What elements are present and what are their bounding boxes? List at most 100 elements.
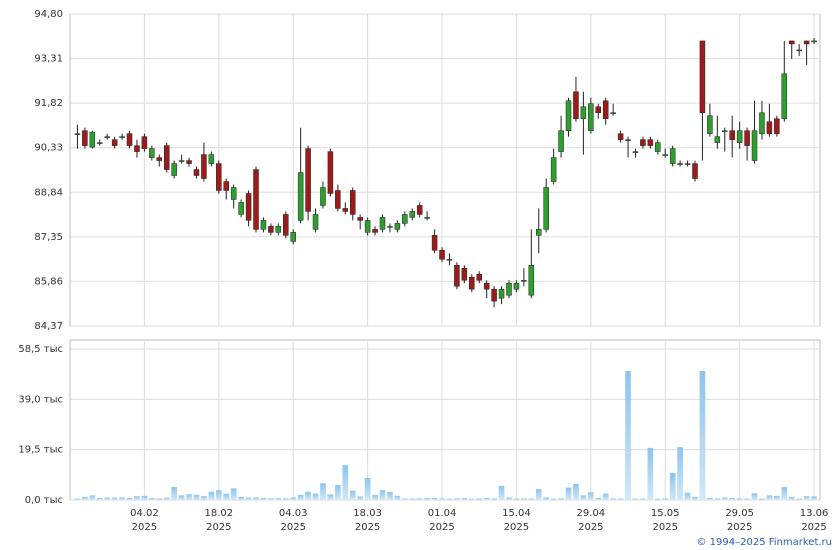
volume-bar-shade [580, 495, 587, 500]
x-tick-label: 13.06 [800, 508, 829, 519]
volume-bar-shade [684, 492, 691, 500]
volume-bar-shade [588, 492, 594, 500]
candle-body [446, 259, 453, 261]
candle-body [216, 163, 222, 191]
candle-body [580, 106, 587, 119]
y-tick-label: 85,86 [34, 276, 63, 287]
candle-body [253, 169, 259, 230]
volume-bar-shade [811, 496, 817, 500]
candle-body [610, 112, 616, 114]
candle-body [677, 163, 683, 165]
volume-bar-shade [692, 496, 698, 500]
plot: 84,37 85,86 87,35 88,84 90,33 91,82 93,31 94,80… [18, 9, 828, 533]
volume-bar-shade [662, 498, 669, 500]
candle-body [97, 142, 103, 144]
volume-bar-shade [506, 497, 512, 500]
x-tick-year: 2025 [504, 522, 529, 533]
volume-bar-shade [595, 497, 602, 500]
candle-body [521, 279, 527, 282]
candle-body [149, 148, 155, 158]
volume-bar-shade [208, 491, 215, 500]
volume-bar-shade [96, 497, 103, 500]
volume-bar-shade [394, 495, 401, 500]
volume-bar-shade [736, 498, 743, 500]
volume-bar-shade [238, 496, 244, 500]
candle-body [483, 282, 490, 290]
volume-tick-label: 0,0 тыс [25, 495, 63, 506]
candle-body [394, 223, 401, 230]
volume-bar-shade [640, 498, 646, 500]
copyright[interactable]: © 1994–2025 Finmarket.ru [696, 537, 832, 548]
volume-bar-shade [788, 496, 795, 500]
candle-body [290, 232, 296, 242]
volume-bar-shade [699, 370, 706, 500]
volume-bar-shade [781, 487, 788, 500]
volume-bar-shade [230, 488, 237, 500]
candle-body [669, 148, 676, 164]
candle-body [409, 211, 416, 218]
volume-bar-shade [535, 489, 542, 500]
candle-body [342, 208, 349, 212]
price-frame [69, 13, 821, 327]
candle-body [74, 133, 81, 135]
volume-bar-shade [290, 497, 297, 500]
volume-bar-shade [774, 495, 780, 500]
volume-tick-label: 39,0 тыс [18, 394, 63, 405]
volume-bar-shade [669, 472, 676, 500]
volume-bar-shade [483, 497, 490, 500]
candle-body [640, 139, 646, 146]
candle-body [268, 226, 274, 233]
candle-body [684, 163, 691, 165]
volume-bar-shade [111, 497, 118, 500]
volume-bar-shade [193, 494, 200, 500]
candle-body [476, 273, 482, 281]
volume-bar-shade [617, 498, 624, 500]
volume-bar-shade [632, 498, 639, 500]
volume-bar-shade [282, 498, 289, 500]
candle-body [543, 187, 549, 230]
volume-bar-shade [186, 494, 192, 500]
candle-body [178, 160, 185, 162]
volume-bar-shade [543, 497, 549, 500]
volume-bar-shade [74, 498, 81, 500]
candle-body [163, 145, 170, 170]
candle-body [238, 202, 244, 215]
candle-body [565, 100, 572, 131]
x-tick-year: 2025 [578, 522, 603, 533]
candle-body [744, 130, 750, 146]
candle-body [402, 214, 408, 224]
volume-bar-shade [513, 498, 520, 500]
volume-bar-shade [610, 498, 616, 500]
volume-bar-shade [751, 493, 758, 500]
volume-bar-shade [446, 498, 453, 500]
candle-body [699, 40, 706, 113]
volume-bar-shade [416, 498, 423, 500]
volume-bar-shade [558, 498, 564, 500]
x-tick-year: 2025 [429, 522, 454, 533]
candle-body [379, 217, 386, 230]
volume-bar-shade [498, 485, 505, 500]
volume-bar-shade [424, 497, 430, 500]
candle-body [305, 148, 311, 212]
candle-body [714, 136, 721, 143]
volume-bar-shade [647, 447, 654, 500]
candle-body [774, 118, 780, 134]
volume-bar-shade [312, 493, 319, 500]
volume-bar-shade [126, 497, 133, 500]
volume-bar-shade [320, 483, 326, 500]
volume-bar-shade [468, 498, 475, 500]
candle-body [796, 49, 802, 52]
volume-bar-shade [491, 498, 497, 500]
candle-body [260, 220, 267, 230]
candle-body [335, 190, 341, 209]
volume-bar-shade [245, 497, 252, 500]
volume-bar-shade [431, 498, 438, 500]
candle-body [811, 40, 817, 43]
volume-bar-shade [565, 487, 572, 500]
candle-body [498, 288, 505, 299]
volume-bar-shade [766, 495, 773, 500]
volume-bar-shade [677, 447, 683, 500]
volume-bar-shade [149, 498, 155, 500]
x-tick-label: 29.05 [725, 508, 754, 519]
